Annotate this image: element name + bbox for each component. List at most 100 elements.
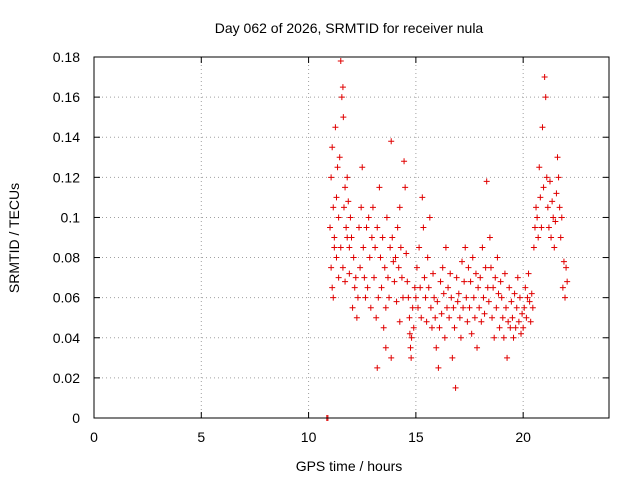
- y-tick-label: 0.06: [53, 290, 80, 306]
- data-point: [381, 264, 388, 271]
- data-point: [352, 274, 359, 281]
- data-point: [485, 298, 492, 305]
- data-point: [327, 224, 334, 231]
- data-point: [372, 244, 379, 251]
- data-point: [558, 214, 565, 221]
- data-point: [413, 264, 420, 271]
- y-tick-label: 0.16: [53, 89, 80, 105]
- data-point: [390, 258, 397, 265]
- data-point: [511, 290, 518, 297]
- data-point: [507, 324, 514, 331]
- data-point: [397, 244, 404, 251]
- data-point: [464, 318, 471, 325]
- data-point: [346, 270, 353, 277]
- data-point: [336, 154, 343, 161]
- data-point: [482, 264, 489, 271]
- data-point: [538, 224, 545, 231]
- data-point: [477, 274, 484, 281]
- data-point: [342, 278, 349, 285]
- data-point: [347, 214, 354, 221]
- data-point: [543, 174, 550, 181]
- data-point: [426, 214, 433, 221]
- grid: [94, 57, 609, 418]
- data-point: [374, 224, 381, 231]
- data-point: [436, 324, 443, 331]
- data-point: [412, 294, 419, 301]
- data-point: [552, 218, 559, 225]
- data-point: [405, 294, 412, 301]
- data-point: [328, 264, 335, 271]
- data-point: [374, 364, 381, 371]
- data-point: [349, 304, 356, 311]
- y-tick-label: 0.14: [53, 129, 80, 145]
- data-point: [362, 294, 369, 301]
- data-point: [371, 274, 378, 281]
- data-point: [417, 284, 424, 291]
- data-point: [332, 124, 339, 131]
- data-point: [340, 114, 347, 121]
- data-point: [382, 344, 389, 351]
- data-point: [338, 94, 345, 101]
- data-point: [470, 294, 477, 301]
- data-point: [394, 224, 401, 231]
- data-point: [478, 318, 485, 325]
- data-point: [398, 274, 405, 281]
- data-point: [550, 214, 557, 221]
- data-point: [437, 278, 444, 285]
- x-axis-label: GPS time / hours: [296, 458, 403, 474]
- data-point: [484, 284, 491, 291]
- data-point: [359, 164, 366, 171]
- data-point: [503, 304, 509, 311]
- data-point: [510, 334, 517, 341]
- data-point: [497, 278, 504, 285]
- data-point: [526, 298, 533, 305]
- data-point: [463, 294, 470, 301]
- data-point: [410, 324, 417, 331]
- y-tick-label: 0.02: [53, 370, 80, 386]
- y-tick-label: 0.12: [53, 169, 80, 185]
- data-point: [401, 158, 408, 165]
- data-point: [528, 290, 535, 297]
- data-point: [475, 284, 482, 291]
- data-point: [415, 304, 422, 311]
- data-point: [537, 194, 544, 201]
- data-point: [545, 224, 552, 231]
- data-point: [421, 274, 428, 281]
- data-point: [553, 190, 560, 197]
- data-point: [555, 174, 562, 181]
- data-point: [360, 244, 367, 251]
- data-point: [335, 274, 342, 281]
- data-point: [440, 290, 447, 297]
- data-point: [446, 314, 453, 321]
- data-point: [447, 270, 454, 277]
- data-point: [505, 318, 512, 325]
- data-point: [376, 184, 383, 191]
- data-point: [480, 294, 487, 301]
- data-point: [427, 304, 434, 311]
- data-point: [531, 224, 538, 231]
- data-point: [353, 314, 360, 321]
- data-point: [409, 304, 416, 311]
- data-point: [418, 314, 425, 321]
- data-point: [406, 330, 413, 337]
- data-point: [527, 318, 534, 325]
- data-point: [445, 284, 452, 291]
- data-point: [335, 214, 342, 221]
- data-point: [559, 284, 566, 291]
- data-point: [388, 354, 395, 361]
- data-point: [512, 324, 519, 331]
- data-point: [350, 254, 357, 261]
- y-tick-label: 0.18: [53, 49, 80, 65]
- y-tick-label: 0.1: [61, 209, 81, 225]
- data-point: [509, 314, 516, 321]
- data-point: [501, 270, 508, 277]
- data-point: [498, 294, 505, 301]
- data-point: [540, 184, 547, 191]
- data-point: [481, 310, 488, 317]
- data-point: [333, 194, 340, 201]
- data-point: [424, 254, 431, 261]
- data-point: [563, 264, 570, 271]
- data-point: [419, 194, 426, 201]
- data-point: [420, 224, 427, 231]
- data-point: [506, 284, 513, 291]
